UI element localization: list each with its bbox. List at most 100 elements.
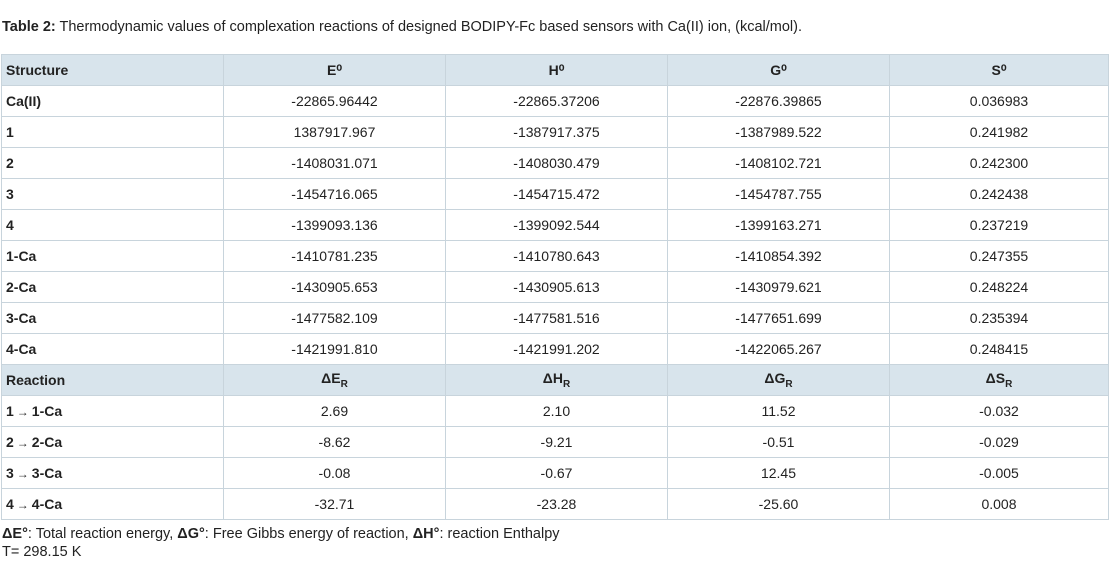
reaction-to: 2-Ca <box>31 434 63 450</box>
value-cell: 0.247355 <box>889 240 1109 272</box>
structure-name-cell: 2 <box>1 147 224 179</box>
footnote-definitions: ΔE°: Total reaction energy, ΔG°: Free Gi… <box>2 525 560 543</box>
structure-name-cell: 4-Ca <box>1 333 224 365</box>
arrow-icon: → <box>16 498 29 512</box>
value-cell: -1387917.375 <box>445 116 668 148</box>
structure-name-cell: 1-Ca <box>1 240 224 272</box>
table-row: 4 -1399093.136 -1399092.544 -1399163.271 0.2… <box>1 209 1109 241</box>
reaction-name-cell: 3 → 3-Ca <box>1 457 224 489</box>
table-row: 2 -1408031.071 -1408030.479 -1408102.721 0.2… <box>1 147 1109 179</box>
value-cell: -32.71 <box>223 488 446 520</box>
reaction-header-row: Reaction ΔER ΔHR ΔGR ΔSR <box>1 364 1109 396</box>
value-cell: -1477651.699 <box>667 302 890 334</box>
reaction-to: 4-Ca <box>31 496 63 512</box>
table-row: 1-Ca -1410781.235 -1410780.643 -1410854.392… <box>1 240 1109 272</box>
header-subscript: R <box>785 379 793 390</box>
value-cell: -1399093.136 <box>223 209 446 241</box>
value-cell: -8.62 <box>223 426 446 458</box>
reaction-name-cell: 1 → 1-Ca <box>1 395 224 427</box>
header-cell: G⁰ <box>667 54 890 86</box>
value-cell: -1430905.613 <box>445 271 668 303</box>
table-header-row: Structure E⁰ H⁰ G⁰ S⁰ <box>1 54 1109 86</box>
header-cell: ΔER <box>223 364 446 396</box>
reaction-from: 2 <box>6 434 14 450</box>
footnote-symbol: ΔG° <box>177 526 205 542</box>
header-cell: Reaction <box>1 364 224 396</box>
reaction-to: 3-Ca <box>31 465 63 481</box>
structure-name-cell: 3 <box>1 178 224 210</box>
value-cell: 0.036983 <box>889 85 1109 117</box>
table-row: 3 → 3-Ca -0.08 -0.67 12.45 -0.005 <box>1 457 1109 489</box>
value-cell: -0.005 <box>889 457 1109 489</box>
header-cell: ΔGR <box>667 364 890 396</box>
caption-label: Table 2: <box>2 19 56 35</box>
value-cell: -1454716.065 <box>223 178 446 210</box>
header-cell: H⁰ <box>445 54 668 86</box>
table-row: 4 → 4-Ca -32.71 -23.28 -25.60 0.008 <box>1 488 1109 520</box>
value-cell: -1387989.522 <box>667 116 890 148</box>
structure-name-cell: Ca(II) <box>1 85 224 117</box>
value-cell: -1422065.267 <box>667 333 890 365</box>
header-cell: S⁰ <box>889 54 1109 86</box>
arrow-icon: → <box>16 405 29 419</box>
value-cell: 0.241982 <box>889 116 1109 148</box>
value-cell: -0.029 <box>889 426 1109 458</box>
value-cell: -1410781.235 <box>223 240 446 272</box>
header-subscript: R <box>562 379 571 390</box>
reaction-from: 4 <box>6 496 14 512</box>
table-body: Structure E⁰ H⁰ G⁰ S⁰ Ca(II) -22865.96442 -2286… <box>1 54 1109 520</box>
value-cell: -1410854.392 <box>667 240 890 272</box>
value-cell: 0.235394 <box>889 302 1109 334</box>
value-cell: -1408102.721 <box>667 147 890 179</box>
value-cell: -25.60 <box>667 488 890 520</box>
reaction-from: 1 <box>6 403 14 419</box>
structure-name-cell: 4 <box>1 209 224 241</box>
thermodynamic-table: Structure E⁰ H⁰ G⁰ S⁰ Ca(II) -22865.96442 -2286… <box>1 54 1109 520</box>
value-cell: -1477581.516 <box>445 302 668 334</box>
arrow-icon: → <box>16 436 29 450</box>
header-cell: Structure <box>1 54 224 86</box>
structure-name-cell: 1 <box>1 116 224 148</box>
value-cell: -1454715.472 <box>445 178 668 210</box>
footnote-text: : Free Gibbs energy of reaction, <box>204 526 413 542</box>
structure-name-cell: 2-Ca <box>1 271 224 303</box>
value-cell: 2.69 <box>223 395 446 427</box>
value-cell: 12.45 <box>667 457 890 489</box>
value-cell: -1408031.071 <box>223 147 446 179</box>
value-cell: 0.242300 <box>889 147 1109 179</box>
header-cell: ΔHR <box>445 364 668 396</box>
value-cell: 0.248224 <box>889 271 1109 303</box>
value-cell: -1399092.544 <box>445 209 668 241</box>
caption-text: Thermodynamic values of complexation rea… <box>55 19 802 35</box>
header-symbol: ΔH <box>542 370 563 386</box>
structure-name-cell: 3-Ca <box>1 302 224 334</box>
value-cell: -0.67 <box>445 457 668 489</box>
value-cell: -0.51 <box>667 426 890 458</box>
table-footnote: ΔE°: Total reaction energy, ΔG°: Free Gi… <box>2 525 560 561</box>
value-cell: 0.242438 <box>889 178 1109 210</box>
reaction-name-cell: 2 → 2-Ca <box>1 426 224 458</box>
footnote-symbol: ΔE° <box>2 526 28 542</box>
arrow-icon: → <box>16 467 29 481</box>
footnote-text: : reaction Enthalpy <box>439 526 560 542</box>
value-cell: 0.008 <box>889 488 1109 520</box>
value-cell: 2.10 <box>445 395 668 427</box>
value-cell: -1421991.202 <box>445 333 668 365</box>
table-row: 3-Ca -1477582.109 -1477581.516 -1477651.699… <box>1 302 1109 334</box>
value-cell: -22865.96442 <box>223 85 446 117</box>
value-cell: -1477582.109 <box>223 302 446 334</box>
table-row: 2 → 2-Ca -8.62 -9.21 -0.51 -0.029 <box>1 426 1109 458</box>
header-subscript: R <box>340 379 348 390</box>
value-cell: -0.032 <box>889 395 1109 427</box>
footnote-text: : Total reaction energy, <box>27 526 178 542</box>
table-row: 1 1387917.967 -1387917.375 -1387989.522 0.24… <box>1 116 1109 148</box>
table-row: 3 -1454716.065 -1454715.472 -1454787.755 0.2… <box>1 178 1109 210</box>
value-cell: -0.08 <box>223 457 446 489</box>
header-symbol: ΔS <box>985 370 1006 386</box>
reaction-from: 3 <box>6 465 14 481</box>
value-cell: -1430979.621 <box>667 271 890 303</box>
header-symbol: ΔE <box>321 370 341 386</box>
value-cell: -1430905.653 <box>223 271 446 303</box>
value-cell: -9.21 <box>445 426 668 458</box>
footnote-symbol: ΔH° <box>412 526 440 542</box>
